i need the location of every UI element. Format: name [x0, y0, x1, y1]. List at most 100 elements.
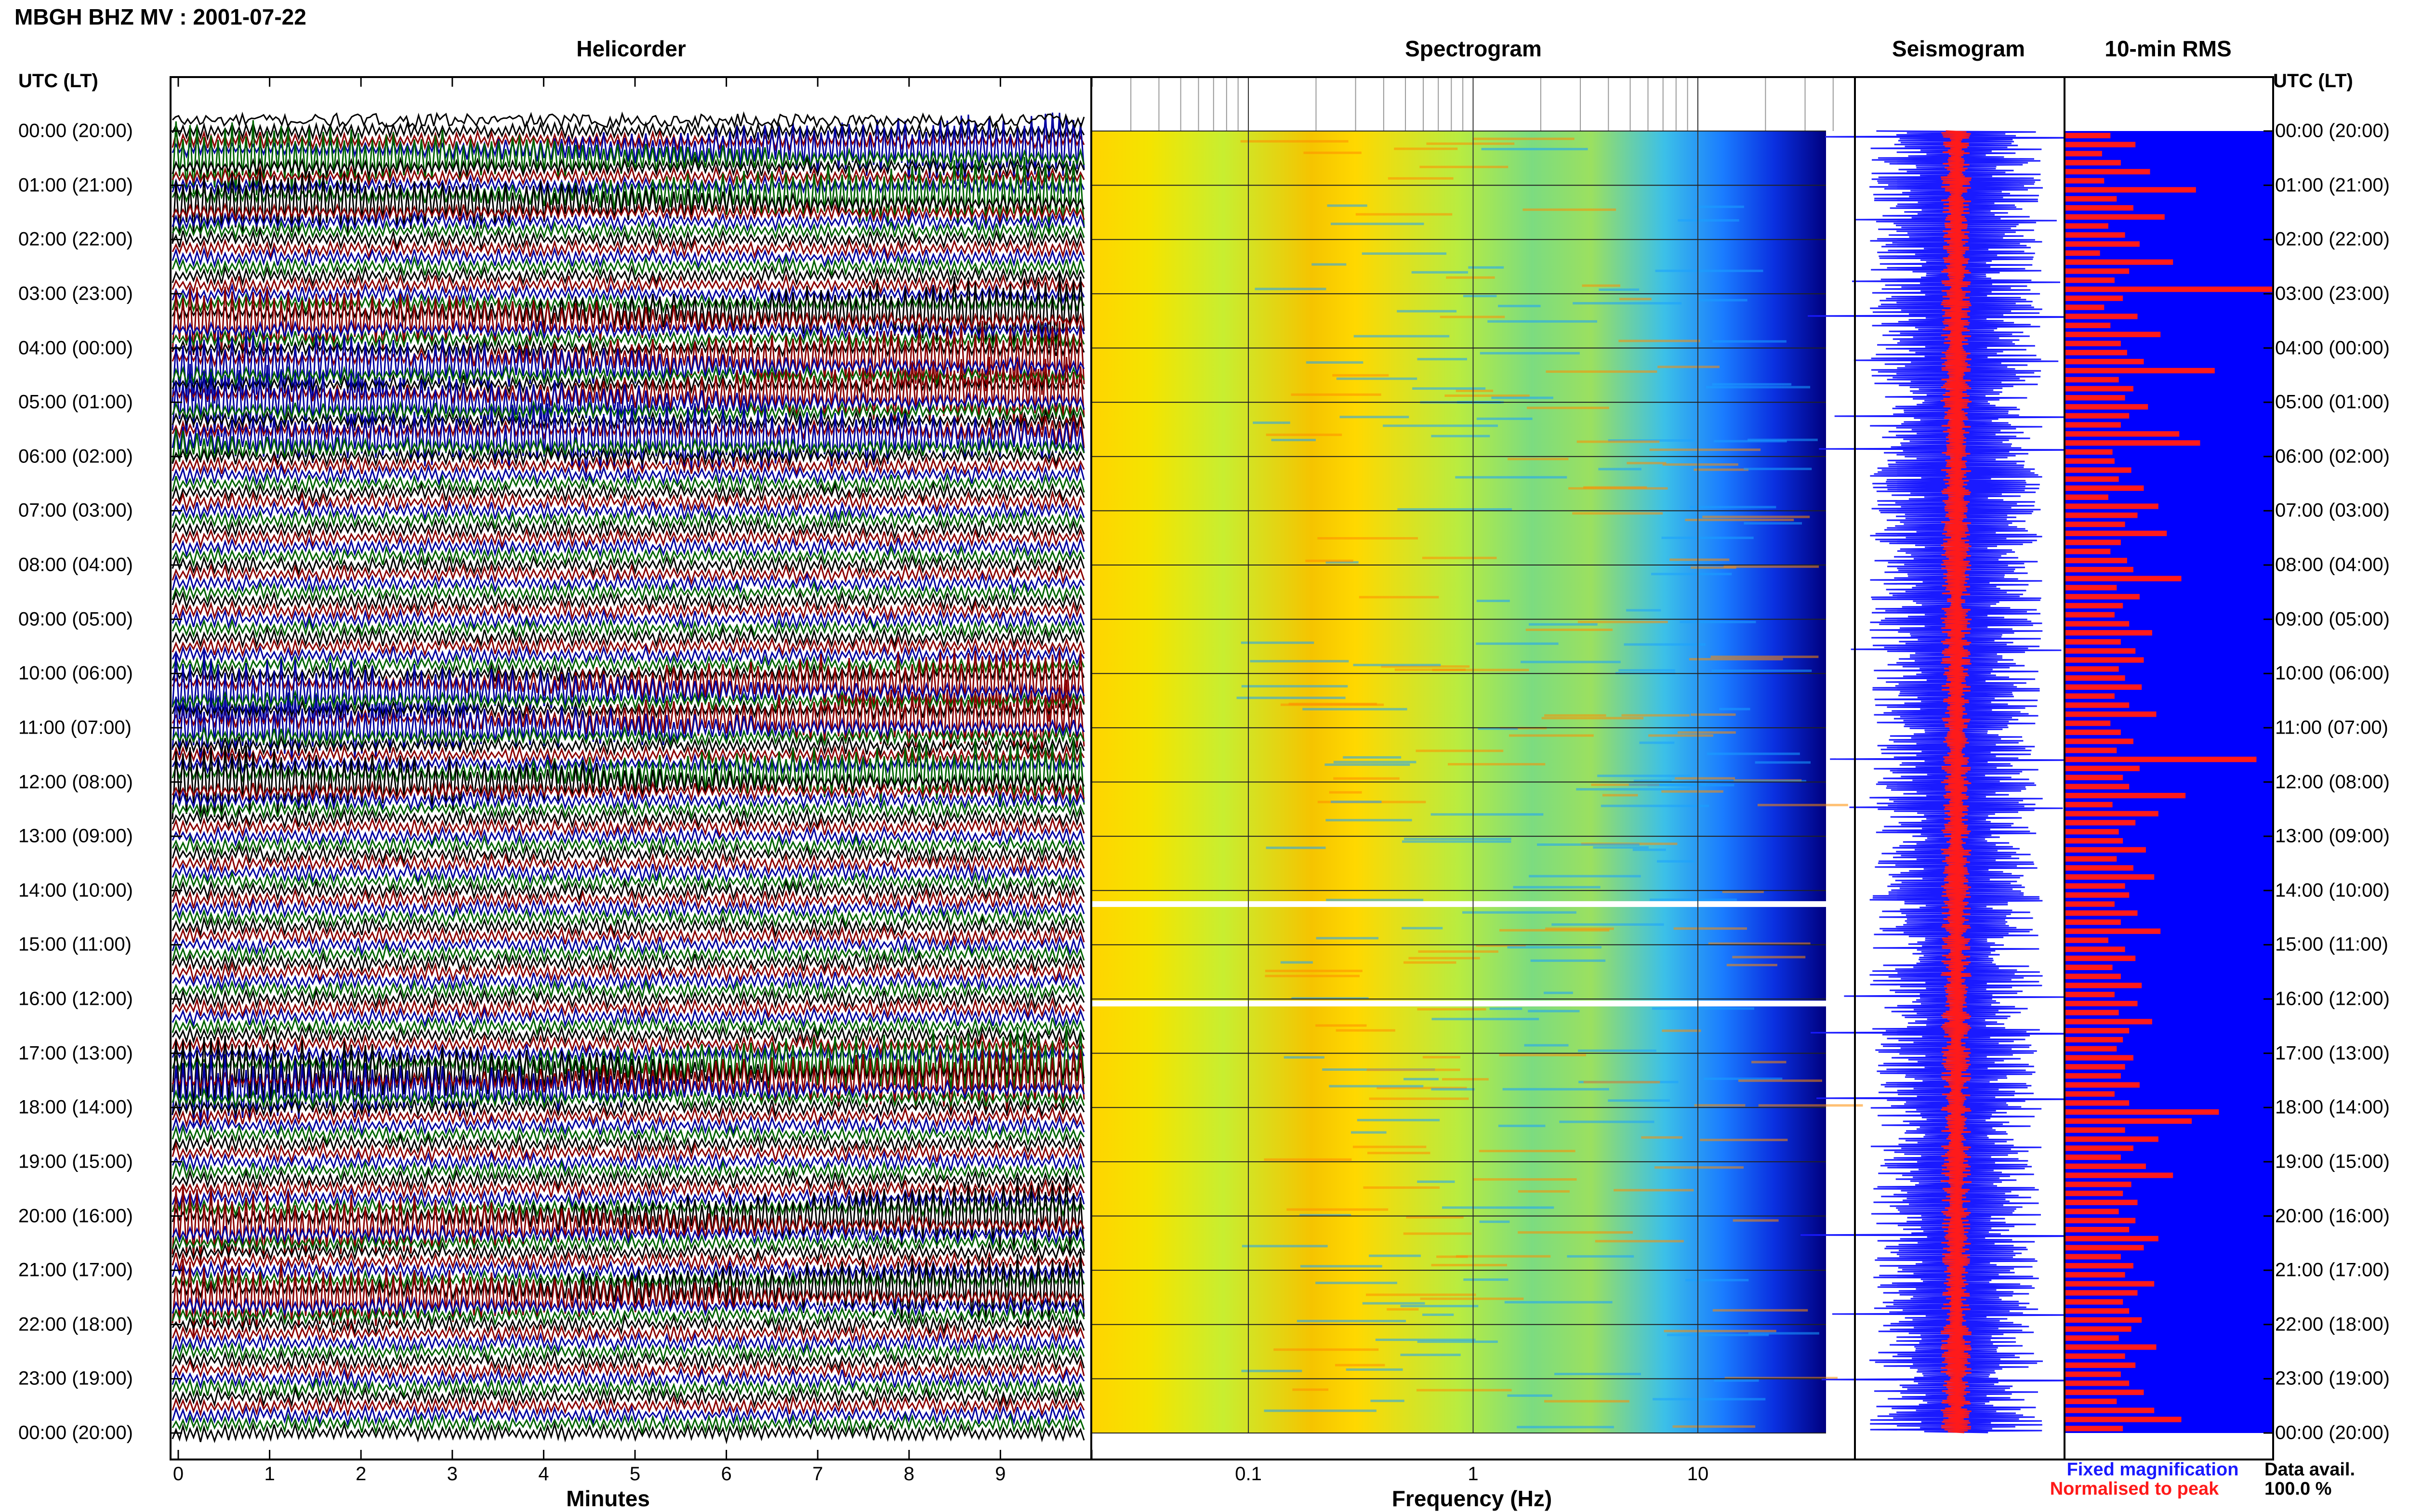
time-label-left: 00:00 (20:00)	[18, 1422, 133, 1444]
helicorder-trace-row	[172, 843, 1085, 866]
rms-bar	[2065, 1000, 2138, 1007]
time-label-right: 21:00 (17:00)	[2275, 1259, 2390, 1281]
spectrogram-streak	[1597, 775, 1693, 777]
rms-bar	[2065, 838, 2123, 844]
rms-bar	[2065, 1010, 2119, 1015]
spectrogram-streak	[1667, 1333, 1769, 1336]
spectrogram-streak	[1315, 1024, 1367, 1027]
time-label-right: 00:00 (20:00)	[2275, 1422, 2390, 1444]
spectrogram-streak	[1418, 950, 1498, 953]
spectrogram-streak	[1291, 997, 1369, 1000]
rms-bar	[2065, 1082, 2140, 1088]
spectrogram-streak	[1397, 310, 1457, 313]
spectrogram-streak	[1576, 440, 1660, 443]
time-label-right: 16:00 (12:00)	[2275, 988, 2390, 1010]
spectrogram-streak	[1362, 252, 1447, 255]
rms-bar	[2065, 1190, 2123, 1196]
helicorder-trace-row	[172, 509, 1085, 532]
spectrogram-streak	[1618, 669, 1675, 672]
helicorder-trace-row	[172, 201, 1085, 224]
spectrogram-streak	[1359, 596, 1439, 599]
time-label-left: 12:00 (08:00)	[18, 771, 133, 792]
helicorder-tick-label: 7	[812, 1463, 823, 1485]
rms-bar	[2065, 1417, 2182, 1422]
spectrogram-streak	[1706, 386, 1811, 389]
time-label-left: 20:00 (16:00)	[18, 1205, 133, 1226]
spectrogram-streak	[1333, 761, 1416, 763]
spectrogram-streak	[1632, 848, 1666, 851]
rms-bar	[2065, 232, 2125, 238]
spectrogram-streak	[1417, 358, 1467, 361]
rms-bar	[2065, 829, 2119, 835]
helicorder-x-axis-label: Minutes	[566, 1486, 650, 1511]
spectrogram-heatmap	[1091, 77, 1863, 1433]
rms-bar	[2065, 720, 2111, 726]
time-label-left: 08:00 (04:00)	[18, 554, 133, 576]
spectrogram-streak	[1402, 840, 1511, 843]
rms-bar	[2065, 820, 2136, 826]
rms-bar	[2065, 874, 2155, 880]
spectrogram-streak	[1690, 566, 1736, 569]
rms-bar	[2065, 1154, 2121, 1160]
helicorder-trace-row	[172, 228, 1085, 251]
spectrogram-streak	[1417, 1341, 1498, 1343]
spectrogram-streak	[1518, 1190, 1570, 1193]
time-label-right: 01:00 (21:00)	[2275, 174, 2390, 196]
spectrogram-streak	[1662, 1029, 1701, 1032]
spectrogram-streak	[1559, 1120, 1655, 1123]
helicorder-trace-row	[172, 580, 1085, 604]
spectrogram-streak	[1628, 783, 1707, 786]
rms-bar	[2065, 973, 2121, 979]
spectrogram-streak	[1430, 813, 1544, 816]
spectrogram-streak	[1311, 263, 1347, 266]
spectrogram-streak	[1404, 838, 1511, 841]
spectrogram-streak	[1353, 335, 1450, 338]
rms-bar	[2065, 603, 2123, 609]
helicorder-trace-row	[172, 1421, 1085, 1445]
helicorder-trace-row	[172, 698, 1085, 721]
helicorder-tick-label: 6	[721, 1463, 732, 1485]
time-label-right: 23:00 (19:00)	[2275, 1367, 2390, 1389]
spectrogram-streak	[1476, 417, 1533, 420]
helicorder-trace-row	[172, 1385, 1085, 1409]
helicorder-trace-row	[172, 635, 1085, 658]
rms-bar	[2065, 684, 2142, 690]
spectrogram-streak	[1375, 1339, 1476, 1341]
legend-normalised-to-peak: Normalised to peak	[2050, 1479, 2219, 1499]
helicorder-trace-row	[172, 1259, 1085, 1282]
time-label-left: 07:00 (03:00)	[18, 500, 133, 521]
spectrogram-streak	[1489, 1007, 1522, 1010]
rms-bar	[2065, 901, 2115, 907]
spectrogram-streak	[1444, 394, 1530, 397]
helicorder-trace-row	[172, 210, 1085, 233]
spectrogram-streak	[1456, 389, 1494, 392]
rms-bar	[2065, 1317, 2142, 1323]
seismogram-normalised-trace	[1940, 130, 1972, 1433]
spectrogram-streak	[1491, 396, 1553, 399]
spectrogram-streak	[1744, 468, 1812, 470]
spectrogram-streak	[1726, 964, 1777, 966]
rms-bar	[2065, 431, 2180, 437]
spectrogram-streak	[1714, 440, 1787, 443]
rms-bar	[2065, 576, 2182, 581]
spectrogram-streak	[1689, 658, 1783, 660]
spectrogram-streak	[1544, 1400, 1629, 1403]
seismogram-title: Seismogram	[1892, 36, 2025, 61]
spectrogram-streak	[1675, 777, 1735, 780]
rms-bar	[2065, 1145, 2133, 1151]
spectrogram-streak	[1537, 843, 1640, 846]
rms-bar	[2065, 422, 2121, 428]
time-label-left: 17:00 (13:00)	[18, 1042, 133, 1064]
spectrogram-streak	[1568, 487, 1668, 490]
rms-bar	[2065, 1019, 2152, 1025]
spectrogram-streak	[1357, 1118, 1440, 1121]
spectrogram-streak	[1333, 777, 1400, 780]
spectrogram-streak	[1708, 942, 1811, 945]
spectrogram-streak	[1608, 1099, 1670, 1102]
spectrogram-streak	[1291, 393, 1381, 396]
spectrogram-streak	[1253, 421, 1290, 424]
helicorder-trace-row	[172, 653, 1085, 676]
rms-bar	[2065, 368, 2215, 374]
helicorder-tick-label: 5	[629, 1463, 641, 1485]
spectrogram-streak	[1757, 803, 1848, 806]
